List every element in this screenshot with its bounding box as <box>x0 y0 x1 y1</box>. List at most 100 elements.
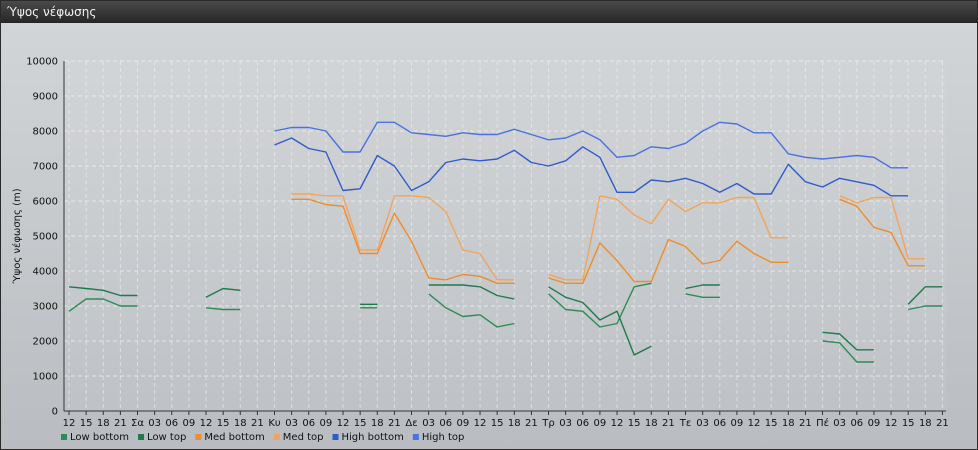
legend-swatch[interactable] <box>273 434 280 440</box>
x-tick-label: 09 <box>457 418 470 429</box>
x-tick-label: 12 <box>200 418 213 429</box>
x-tick-label: Τρ <box>541 418 554 429</box>
x-tick-label: 06 <box>302 418 315 429</box>
x-tick-label: 21 <box>525 418 538 429</box>
legend-swatch[interactable] <box>332 434 339 440</box>
x-tick-label: 15 <box>354 418 367 429</box>
y-tick-label: 9000 <box>33 92 58 103</box>
x-tick-label: 21 <box>936 418 949 429</box>
x-tick-label: 21 <box>799 418 812 429</box>
series-line-low-top <box>822 331 874 351</box>
x-tick-label: 12 <box>63 418 76 429</box>
x-tick-label: 21 <box>388 418 401 429</box>
x-tick-label: 18 <box>919 418 932 429</box>
series-line-low-bottom <box>205 307 241 311</box>
y-tick-label: 1000 <box>33 372 58 383</box>
x-tick-label: 03 <box>696 418 709 429</box>
x-tick-label: 15 <box>80 418 93 429</box>
y-tick-label: 6000 <box>33 197 58 208</box>
series-line-low-top <box>548 286 652 356</box>
x-tick-label: 09 <box>868 418 881 429</box>
cloud-height-chart: 0 1000 2000 3000 4000 5000 6000 7000 8000 9000 100… <box>11 57 949 444</box>
legend-label[interactable]: Med bottom <box>204 432 264 443</box>
x-tick-label: 09 <box>594 418 607 429</box>
x-tick-label: 06 <box>439 418 452 429</box>
series-line-med-top <box>548 195 789 281</box>
x-tick-label: 21 <box>662 418 675 429</box>
x-tick-label: 15 <box>217 418 230 429</box>
legend-label[interactable]: Low bottom <box>70 432 129 443</box>
x-tick-label: Τε <box>679 418 692 429</box>
x-tick-label: 12 <box>885 418 898 429</box>
x-tick-label: 15 <box>765 418 778 429</box>
series-line-low-top <box>68 286 138 297</box>
y-tick-label: 5000 <box>33 232 58 243</box>
series-line-low-bottom <box>822 340 874 363</box>
x-tick-label: 18 <box>97 418 110 429</box>
x-tick-label: 06 <box>850 418 863 429</box>
series-line-low-bottom <box>68 298 138 312</box>
x-tick-label: 15 <box>628 418 641 429</box>
series-line-low-top <box>685 284 720 290</box>
x-tick-label: 18 <box>782 418 795 429</box>
series-line-med-bottom <box>291 198 515 284</box>
legend-swatch[interactable] <box>61 434 67 440</box>
y-tick-label: 8000 <box>33 127 58 138</box>
window-title: Ύψος νέφωσης <box>1 1 977 23</box>
x-tick-label: 03 <box>148 418 161 429</box>
x-tick-label: 18 <box>234 418 247 429</box>
x-tick-label: Πέ <box>816 417 829 429</box>
series-line-low-bottom <box>685 293 720 298</box>
x-tick-label: 06 <box>713 418 726 429</box>
legend-swatch[interactable] <box>412 434 419 440</box>
x-tick-label: 15 <box>491 418 504 429</box>
legend-label[interactable]: Med top <box>283 432 324 443</box>
y-tick-label: 4000 <box>33 267 58 278</box>
x-tick-label: 12 <box>748 418 761 429</box>
x-tick-label: Σα <box>131 418 144 429</box>
legend-label[interactable]: High bottom <box>342 432 404 443</box>
legend-label[interactable]: Low top <box>147 432 186 443</box>
series-line-low-bottom <box>908 305 943 311</box>
x-tick-label: 18 <box>508 418 521 429</box>
series-line-low-top <box>428 284 515 300</box>
y-axis-label: Ύψος νέφωσης (m) <box>11 188 23 284</box>
x-tick-label: 18 <box>645 418 658 429</box>
x-tick-label: 12 <box>337 418 350 429</box>
legend-swatch[interactable] <box>138 434 145 440</box>
series-line-med-top <box>291 193 515 281</box>
series-line-low-bottom <box>428 293 515 328</box>
x-tick-label: 12 <box>611 418 624 429</box>
series-line-low-bottom <box>548 282 652 328</box>
x-tick-label: Κυ <box>268 418 281 429</box>
x-tick-label: 06 <box>576 418 589 429</box>
series-line-low-top <box>907 286 943 305</box>
legend-swatch[interactable] <box>195 434 202 440</box>
x-tick-label: 09 <box>183 418 196 429</box>
x-tick-label: 12 <box>474 418 487 429</box>
y-tick-label: 2000 <box>33 337 58 348</box>
x-tick-label: 03 <box>833 418 846 429</box>
y-tick-label: 10000 <box>26 57 58 68</box>
x-tick-label: 09 <box>731 418 744 429</box>
x-tick-label: 03 <box>285 418 298 429</box>
x-tick-label: 15 <box>902 418 915 429</box>
series-line-high-top <box>274 121 909 169</box>
x-tick-label: 21 <box>251 418 264 429</box>
x-tick-label: 06 <box>165 418 178 429</box>
x-tick-label: 03 <box>422 418 435 429</box>
series-line-high-bottom <box>274 137 909 197</box>
x-tick-label: 18 <box>371 418 384 429</box>
legend-label[interactable]: High top <box>422 432 465 443</box>
series-line-low-top <box>205 287 241 298</box>
x-tick-label: 09 <box>320 418 333 429</box>
x-tick-label: Δε <box>405 418 417 429</box>
x-tick-label: 21 <box>114 418 127 429</box>
y-tick-label: 0 <box>52 407 58 418</box>
x-tick-label: 03 <box>559 418 572 429</box>
series-line-med-bottom <box>839 198 926 267</box>
series-line-med-top <box>839 195 926 260</box>
series-line-med-bottom <box>548 238 789 284</box>
y-tick-label: 3000 <box>33 302 58 313</box>
